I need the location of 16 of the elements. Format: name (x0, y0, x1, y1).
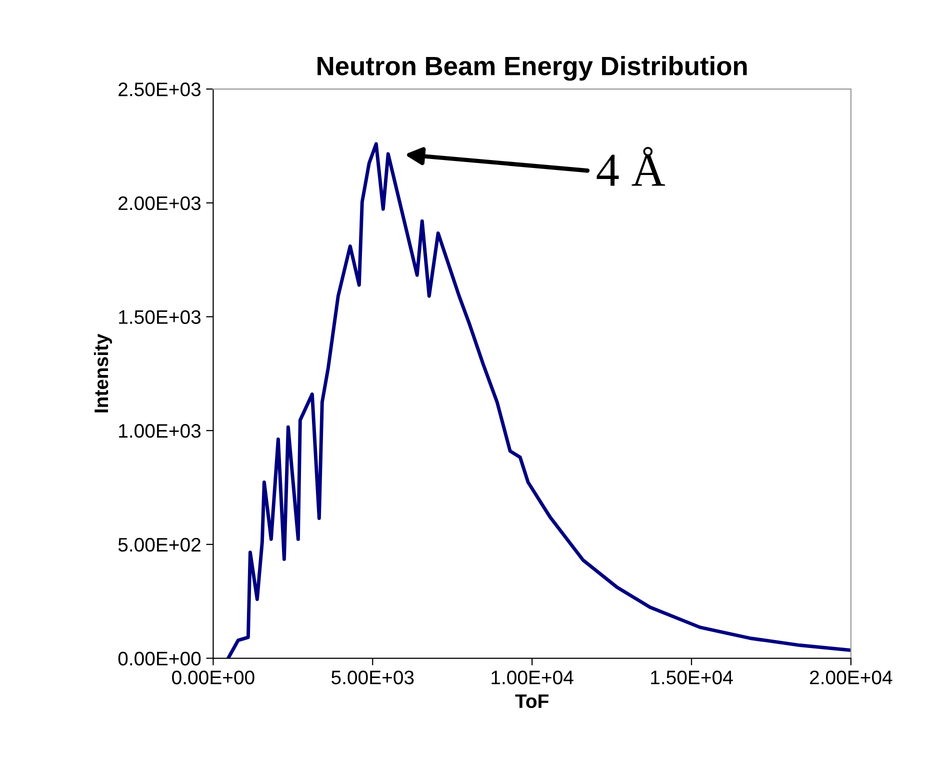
x-tick-label: 0.00E+00 (172, 670, 254, 684)
x-tick-label: 1.50E+04 (651, 670, 733, 684)
x-tick-label: 1.00E+04 (492, 670, 574, 684)
line-series (226, 142, 851, 658)
x-tick-label: 5.00E+03 (332, 670, 414, 684)
x-axis-title: ToF (515, 694, 548, 708)
y-tick-label: 1.50E+03 (119, 310, 201, 324)
x-tick-label: 2.00E+04 (810, 670, 892, 684)
y-tick-label: 2.50E+03 (118, 82, 201, 96)
y-axis-title: Intensity (94, 334, 112, 412)
chart-title: Neutron Beam Energy Distribution (318, 56, 747, 81)
y-tick-label: 1.00E+03 (119, 424, 201, 438)
y-tick-label: 5.00E+02 (118, 538, 200, 552)
y-tick-label: 2.00E+03 (118, 196, 201, 210)
y-tick-label: 0.00E+00 (118, 652, 201, 666)
annotation: 4 Å (596, 146, 666, 186)
